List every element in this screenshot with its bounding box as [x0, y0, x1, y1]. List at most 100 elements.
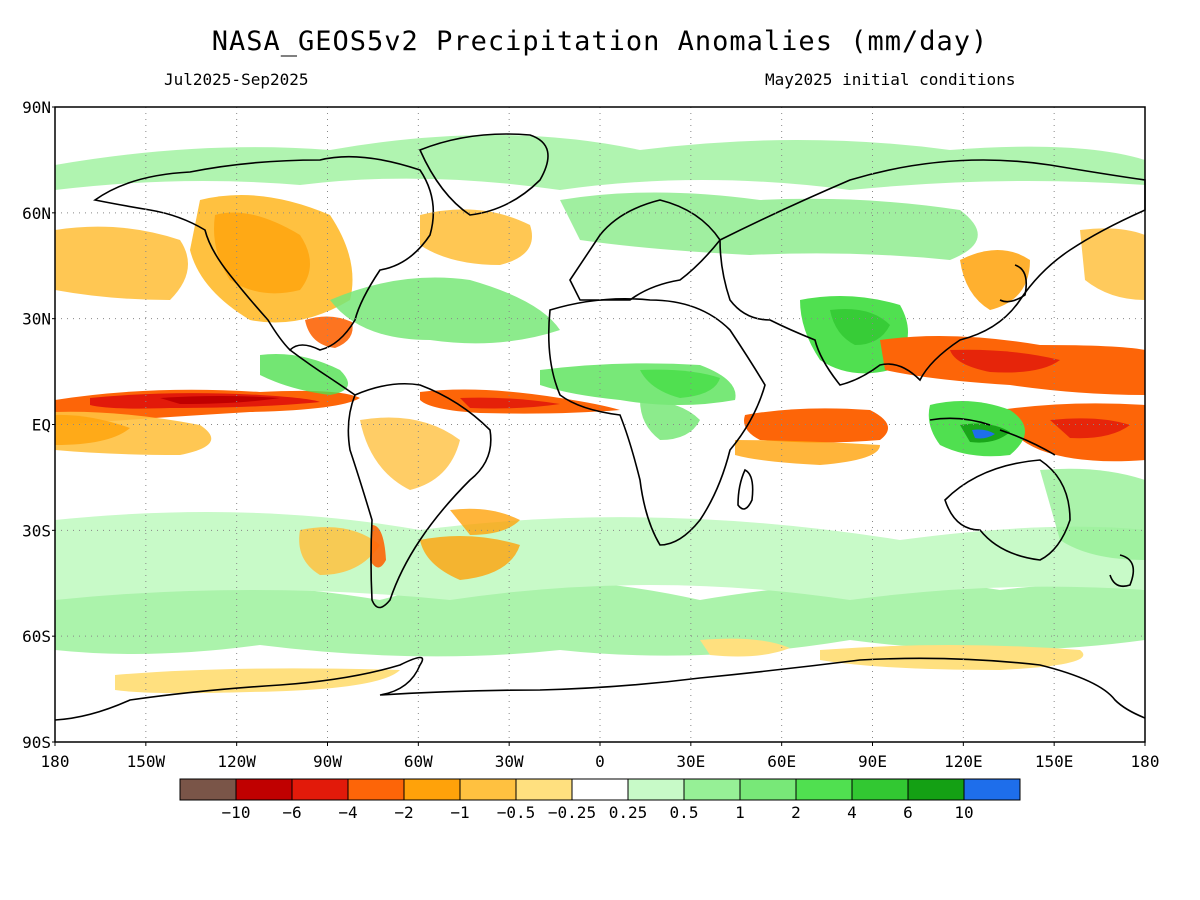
lat-tick-label: 60S: [22, 627, 51, 646]
colorbar-swatch: [515, 778, 573, 801]
shade-itcz-pacific-6: [160, 396, 280, 404]
lat-tick-label: 30S: [22, 521, 51, 540]
colorbar-tick-label: −1: [450, 803, 469, 822]
colorbar-swatch: [347, 778, 405, 801]
coast-new-zealand: [1109, 554, 1135, 588]
lon-tick-label: 150E: [1035, 752, 1074, 771]
shade-natl-green: [330, 277, 560, 344]
shade-io-dry-1: [735, 440, 880, 465]
longitude-labels: 180 150W 120W 90W 60W 30W 0 30E 60E 90E 120E 150E 18…: [41, 742, 1160, 771]
colorbar-swatch: [683, 778, 741, 801]
lon-tick-label: 180: [41, 752, 70, 771]
colorbar-tick-label: −4: [338, 803, 357, 822]
initial-conditions: May2025 initial conditions: [765, 70, 1016, 89]
forecast-period: Jul2025-Sep2025: [164, 70, 309, 89]
shade-io-dry-2: [744, 408, 888, 443]
colorbar-swatch: [795, 778, 853, 801]
shade-arctic-green: [55, 135, 1145, 190]
lon-tick-label: 90E: [858, 752, 887, 771]
coast-north-america: [93, 155, 435, 352]
shade-na-dry-2: [214, 212, 310, 294]
lon-tick-label: 150W: [127, 752, 166, 771]
shade-natl-dry: [420, 209, 532, 265]
shade-wpac-eq-dry4: [1050, 418, 1130, 439]
shade-eq-pacific-dry2: [55, 414, 130, 445]
shade-southern-ocean-green: [55, 580, 1145, 657]
map-title: NASA_GEOS5v2 Precipitation Anomalies (mm…: [211, 26, 989, 57]
colorbar-swatch: [291, 778, 349, 801]
colorbar-swatch: [627, 778, 685, 801]
lat-tick-label: 90N: [22, 98, 51, 117]
shade-satl-dry2: [450, 508, 520, 535]
shade-congo-wet: [640, 400, 700, 440]
coast-japan: [999, 264, 1028, 303]
colorbar-swatch: [179, 778, 237, 801]
colorbar-swatch: [459, 778, 517, 801]
coast-madagascar: [737, 468, 754, 510]
coast-antarctica: [54, 656, 1146, 721]
colorbar-tick-label: −2: [394, 803, 413, 822]
lon-tick-label: 120E: [944, 752, 983, 771]
shade-india-wet2: [830, 309, 890, 345]
colorbar-labels: −10 −6 −4 −2 −1 −0.5 −0.25 0.25 0.5 1 2 4 6 10: [222, 803, 974, 822]
shade-antarctic-dry3: [700, 638, 790, 657]
lon-tick-label: 30W: [495, 752, 524, 771]
shade-australia-wet: [1040, 468, 1145, 560]
colorbar-tick-label: 0.25: [609, 803, 648, 822]
latitude-labels: 90N 60N 30N EQ 30S 60S 90S: [22, 98, 55, 752]
shade-eurasia-wet: [560, 192, 978, 260]
shade-antarctic-dry2: [820, 645, 1084, 670]
shade-sa-dry: [360, 417, 460, 490]
lon-tick-label: 120W: [217, 752, 256, 771]
colorbar-tick-label: −10: [222, 803, 251, 822]
colorbar-swatch: [963, 778, 1021, 801]
coast-greenland: [418, 133, 549, 216]
colorbar: [179, 778, 1021, 801]
shade-chile-dry: [370, 525, 386, 568]
colorbar-tick-label: 10: [954, 803, 973, 822]
colorbar-tick-label: −0.25: [548, 803, 596, 822]
lon-tick-label: 60E: [767, 752, 796, 771]
lon-tick-label: 0: [595, 752, 605, 771]
shade-npac-dry: [55, 226, 188, 300]
lat-tick-label: 90S: [22, 733, 51, 752]
coast-central-america: [289, 349, 356, 396]
colorbar-swatch: [403, 778, 461, 801]
colorbar-tick-label: 2: [791, 803, 801, 822]
shade-satl-dry: [420, 536, 520, 580]
lat-tick-label: 60N: [22, 204, 51, 223]
shade-easia-dry: [960, 250, 1030, 310]
shade-antarctic-dry: [115, 668, 400, 694]
colorbar-tick-label: 4: [847, 803, 857, 822]
colorbar-swatch: [851, 778, 909, 801]
colorbar-tick-label: 0.5: [670, 803, 699, 822]
shade-gulf-dry: [305, 316, 353, 348]
colorbar-swatch: [739, 778, 797, 801]
shade-wpac-dry-4: [950, 349, 1060, 373]
coast-africa: [548, 297, 766, 546]
colorbar-tick-label: −6: [282, 803, 301, 822]
coast-asia: [719, 159, 1146, 386]
shade-itcz-atl-4: [460, 397, 560, 409]
shade-npac-nw-dry: [1080, 228, 1145, 300]
lat-tick-label: EQ: [32, 416, 51, 435]
lon-tick-label: 180: [1131, 752, 1160, 771]
lon-tick-label: 30E: [676, 752, 705, 771]
lat-tick-label: 30N: [22, 310, 51, 329]
colorbar-tick-label: 1: [735, 803, 745, 822]
colorbar-tick-label: −0.5: [497, 803, 536, 822]
anomaly-field: [55, 135, 1145, 694]
coast-south-america: [347, 382, 492, 609]
colorbar-swatch: [235, 778, 293, 801]
shade-ca-wet: [260, 354, 348, 395]
colorbar-swatch: [571, 778, 629, 801]
shade-maritime-wet10: [972, 429, 995, 439]
colorbar-swatch: [907, 778, 965, 801]
shade-sahel-wet2: [640, 369, 720, 398]
lon-tick-label: 90W: [313, 752, 342, 771]
colorbar-tick-label: 6: [903, 803, 913, 822]
lon-tick-label: 60W: [404, 752, 433, 771]
shade-spac-dry: [299, 527, 380, 575]
coast-indonesia: [929, 417, 1056, 456]
